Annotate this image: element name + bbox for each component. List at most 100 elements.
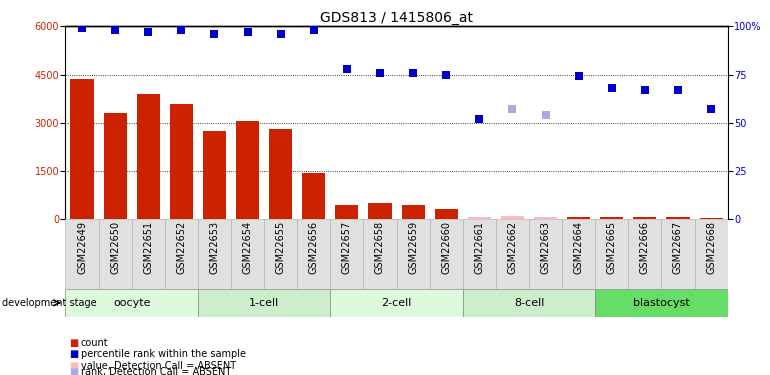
Point — [175, 27, 187, 33]
Bar — [65, 289, 198, 317]
Text: ■: ■ — [69, 361, 79, 370]
Point — [572, 74, 584, 80]
Text: ■: ■ — [69, 338, 79, 348]
Bar — [628, 219, 661, 289]
Text: GSM22652: GSM22652 — [176, 221, 186, 274]
Text: GSM22650: GSM22650 — [110, 221, 120, 274]
Bar — [169, 104, 193, 219]
Point — [671, 87, 684, 93]
Bar — [269, 129, 293, 219]
Text: value, Detection Call = ABSENT: value, Detection Call = ABSENT — [81, 361, 236, 370]
Bar — [132, 219, 165, 289]
Bar — [534, 217, 557, 219]
Point — [142, 29, 154, 35]
Text: 1-cell: 1-cell — [249, 298, 280, 308]
Point — [274, 31, 286, 37]
Bar — [666, 217, 690, 219]
Point — [75, 25, 88, 31]
Point — [109, 27, 121, 33]
Bar — [467, 217, 491, 219]
Text: blastocyst: blastocyst — [633, 298, 690, 308]
Bar — [695, 219, 728, 289]
Bar — [699, 218, 723, 219]
Text: GSM22654: GSM22654 — [243, 221, 253, 274]
Bar — [595, 289, 728, 317]
Text: GSM22658: GSM22658 — [375, 221, 385, 274]
Title: GDS813 / 1415806_at: GDS813 / 1415806_at — [320, 11, 473, 25]
Text: development stage: development stage — [2, 298, 97, 308]
Bar — [496, 219, 529, 289]
Bar — [430, 219, 463, 289]
Bar — [567, 217, 591, 219]
Point — [307, 27, 320, 33]
Text: GSM22667: GSM22667 — [673, 221, 683, 274]
Bar — [335, 205, 359, 219]
Bar — [99, 219, 132, 289]
Point — [340, 66, 353, 72]
Bar — [595, 219, 628, 289]
Text: GSM22659: GSM22659 — [408, 221, 418, 274]
Text: oocyte: oocyte — [113, 298, 150, 308]
Text: GSM22660: GSM22660 — [441, 221, 451, 274]
Point — [473, 116, 485, 122]
Text: GSM22665: GSM22665 — [607, 221, 617, 274]
Point — [605, 85, 618, 91]
Bar — [103, 113, 127, 219]
Point — [539, 112, 551, 118]
Text: GSM22657: GSM22657 — [342, 221, 352, 274]
Point — [373, 70, 386, 76]
Point — [506, 106, 518, 112]
Text: GSM22666: GSM22666 — [640, 221, 650, 274]
Text: GSM22668: GSM22668 — [706, 221, 716, 274]
Text: ■: ■ — [69, 350, 79, 359]
Bar — [65, 219, 99, 289]
Text: count: count — [81, 338, 109, 348]
Text: 8-cell: 8-cell — [514, 298, 544, 308]
Text: rank, Detection Call = ABSENT: rank, Detection Call = ABSENT — [81, 367, 231, 375]
Text: 2-cell: 2-cell — [381, 298, 412, 308]
Bar — [264, 219, 297, 289]
Text: GSM22655: GSM22655 — [276, 221, 286, 274]
Text: ■: ■ — [69, 367, 79, 375]
Bar — [500, 216, 524, 219]
Bar — [297, 219, 330, 289]
Bar — [363, 219, 397, 289]
Bar — [330, 289, 463, 317]
Bar — [600, 217, 624, 219]
Bar — [633, 217, 657, 219]
Bar — [231, 219, 264, 289]
Bar — [330, 219, 363, 289]
Point — [208, 31, 220, 37]
Text: GSM22664: GSM22664 — [574, 221, 584, 274]
Text: GSM22649: GSM22649 — [77, 221, 87, 274]
Bar — [198, 289, 330, 317]
Bar — [562, 219, 595, 289]
Text: GSM22662: GSM22662 — [507, 221, 517, 274]
Bar — [397, 219, 430, 289]
Bar — [463, 289, 595, 317]
Bar — [529, 219, 562, 289]
Text: GSM22656: GSM22656 — [309, 221, 319, 274]
Text: GSM22653: GSM22653 — [209, 221, 219, 274]
Bar — [368, 203, 392, 219]
Text: GSM22661: GSM22661 — [474, 221, 484, 274]
Bar — [203, 131, 226, 219]
Bar — [302, 173, 326, 219]
Text: percentile rank within the sample: percentile rank within the sample — [81, 350, 246, 359]
Point — [407, 70, 419, 76]
Bar — [165, 219, 198, 289]
Bar — [136, 94, 160, 219]
Point — [440, 72, 452, 78]
Bar — [198, 219, 231, 289]
Point — [638, 87, 651, 93]
Text: GSM22663: GSM22663 — [541, 221, 551, 274]
Bar — [70, 80, 94, 219]
Text: GSM22651: GSM22651 — [143, 221, 153, 274]
Point — [705, 106, 717, 112]
Point — [241, 29, 253, 35]
Bar — [434, 209, 458, 219]
Bar — [236, 121, 259, 219]
Bar — [401, 205, 425, 219]
Bar — [463, 219, 496, 289]
Bar — [661, 219, 695, 289]
